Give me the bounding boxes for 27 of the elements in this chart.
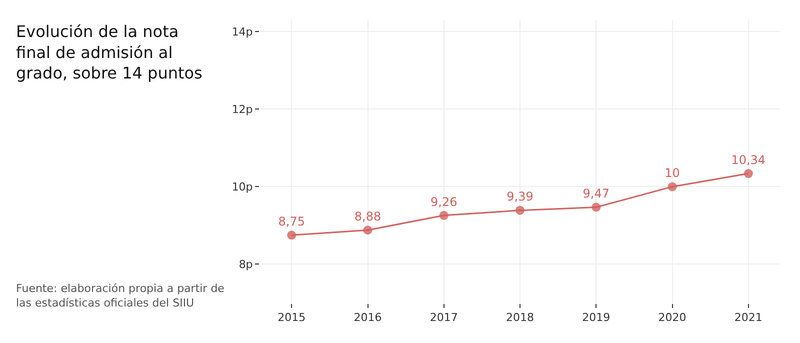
x-tick-label: 2019 [582,311,610,324]
y-tick-label: 12p [232,103,253,116]
x-tick-label: 2020 [658,311,686,324]
y-tick-label: 8p [238,258,253,272]
text: Evolución de la nota final de admisión al grado, sobre 14 puntos [16,22,202,83]
point [744,169,753,178]
point [516,206,524,215]
data-label: 10 [664,166,680,180]
x-tick-label: 2017 [430,311,458,324]
data-label: 9,26 [430,194,458,209]
source-note: Fuente: elaboración propia a partir de las estadísticas oficiales del SIIU [16,282,225,310]
data-label: 9,39 [506,190,534,204]
point [287,230,296,240]
point [439,210,448,220]
data-label: 8,88 [354,209,382,224]
y-tick-label: 10p [232,180,253,194]
point [668,182,677,192]
y-tick-label: 14p [232,25,253,38]
data-label: 10,34 [731,152,766,167]
x-tick-label: 2021 [734,311,762,324]
point [592,202,601,212]
x-tick-label: 2016 [354,311,382,324]
x-tick-label: 2015 [278,311,306,324]
data-label: 8,75 [278,214,305,229]
x-tick-label: 2018 [506,311,534,324]
point [363,226,372,235]
data-label: 9,47 [582,186,610,201]
